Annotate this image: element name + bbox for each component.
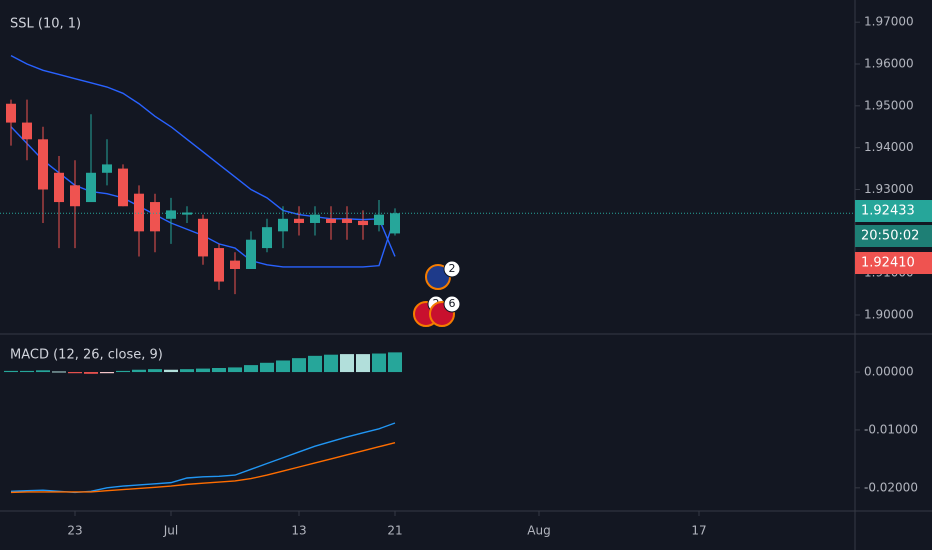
candle-body xyxy=(246,239,256,269)
histogram-bar xyxy=(388,352,402,373)
histogram-bar xyxy=(196,368,210,373)
event-count: 6 xyxy=(449,297,456,310)
histogram-bar xyxy=(116,370,130,373)
histogram-bar xyxy=(372,353,386,373)
y-tick-label: 0.00000 xyxy=(864,365,914,379)
candle-body xyxy=(374,214,384,226)
histogram-bar xyxy=(4,370,18,373)
histogram-bar xyxy=(100,372,114,374)
histogram-bar xyxy=(68,372,82,374)
price-label-bg xyxy=(855,225,932,247)
candle-body xyxy=(166,210,176,219)
histogram-bar xyxy=(212,368,226,373)
histogram-bar xyxy=(228,367,242,373)
histogram-bar xyxy=(276,360,290,373)
candle-body xyxy=(310,214,320,223)
histogram-bar xyxy=(20,370,34,373)
x-tick-label: Jul xyxy=(163,524,178,538)
histogram-bar xyxy=(244,365,258,373)
candle-body xyxy=(70,185,80,207)
y-tick-label: 1.94000 xyxy=(864,140,914,154)
histogram-bar xyxy=(52,371,66,373)
price-label: 1.92433 xyxy=(861,204,915,219)
candle-body xyxy=(6,103,16,123)
histogram-bar xyxy=(36,370,50,373)
x-tick-label: 23 xyxy=(67,524,82,538)
y-tick-label: 1.95000 xyxy=(864,98,914,112)
event-badge xyxy=(443,295,461,313)
histogram-bar xyxy=(324,354,338,373)
candle-body xyxy=(326,218,336,223)
candle-body xyxy=(150,202,160,232)
event-count: 2 xyxy=(449,262,456,275)
y-tick-label: 1.93000 xyxy=(864,182,914,196)
price-label-bg xyxy=(855,200,932,222)
candle-body xyxy=(342,218,352,223)
candle-body xyxy=(390,213,400,234)
x-tick-label: 21 xyxy=(387,524,402,538)
candle-body xyxy=(230,260,240,269)
candle-body xyxy=(54,172,64,203)
x-tick-label: 13 xyxy=(291,524,306,538)
histogram-bar xyxy=(308,355,322,373)
y-tick-label: -0.01000 xyxy=(864,422,918,436)
histogram-bar xyxy=(164,369,178,373)
histogram-bar xyxy=(340,354,354,373)
candle-body xyxy=(358,220,368,226)
price-label: 1.92410 xyxy=(861,256,915,271)
candle-body xyxy=(22,122,32,140)
candle-body xyxy=(118,168,128,207)
histogram-bar xyxy=(148,369,162,373)
event-badge xyxy=(443,260,461,278)
indicator-line xyxy=(10,442,396,494)
x-tick-label: Aug xyxy=(527,524,550,538)
candle-body xyxy=(86,172,96,203)
candle-body xyxy=(134,193,144,232)
y-tick-label: 1.96000 xyxy=(864,57,914,71)
macd-legend: MACD (12, 26, close, 9) xyxy=(10,348,163,363)
candle-body xyxy=(294,218,304,223)
candle-body xyxy=(262,227,272,249)
candle-body xyxy=(214,248,224,282)
histogram-bar xyxy=(84,372,98,374)
price-label-bg xyxy=(855,252,932,274)
histogram-bar xyxy=(260,362,274,373)
candle-body xyxy=(102,164,112,173)
histogram-bar xyxy=(180,369,194,373)
histogram-bar xyxy=(292,358,306,373)
y-tick-label: -0.02000 xyxy=(864,480,918,494)
x-tick-label: 17 xyxy=(691,524,706,538)
y-tick-label: 1.90000 xyxy=(864,308,914,322)
candle-body xyxy=(38,139,48,190)
ssl-legend: SSL (10, 1) xyxy=(10,17,81,32)
candle-body xyxy=(278,218,288,232)
histogram-bar xyxy=(132,369,146,373)
candle-body xyxy=(198,218,208,257)
price-label: 20:50:02 xyxy=(861,229,919,244)
y-tick-label: 1.97000 xyxy=(864,15,914,29)
histogram-bar xyxy=(356,354,370,373)
